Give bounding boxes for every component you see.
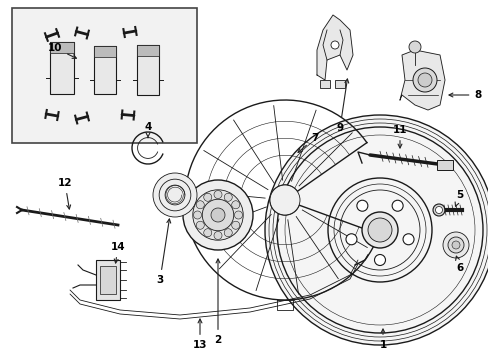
Circle shape xyxy=(203,193,211,201)
Circle shape xyxy=(435,207,442,213)
Bar xyxy=(94,46,116,94)
Text: 3: 3 xyxy=(156,219,170,285)
Circle shape xyxy=(356,200,367,211)
Text: 6: 6 xyxy=(455,256,463,273)
Circle shape xyxy=(192,190,243,240)
Polygon shape xyxy=(399,50,444,110)
Circle shape xyxy=(231,201,239,209)
Circle shape xyxy=(402,234,413,245)
Bar xyxy=(436,160,452,170)
Text: 7: 7 xyxy=(298,133,318,152)
Circle shape xyxy=(442,232,468,258)
Circle shape xyxy=(202,199,233,231)
Circle shape xyxy=(412,68,436,92)
Bar xyxy=(137,45,159,95)
Circle shape xyxy=(214,231,222,239)
Polygon shape xyxy=(316,15,352,80)
Circle shape xyxy=(196,221,204,229)
Text: 12: 12 xyxy=(58,178,72,209)
Text: 4: 4 xyxy=(144,122,151,138)
Circle shape xyxy=(224,229,232,237)
Circle shape xyxy=(203,229,211,237)
Circle shape xyxy=(264,115,488,345)
Text: 5: 5 xyxy=(454,190,463,206)
Bar xyxy=(50,42,74,53)
Circle shape xyxy=(224,193,232,201)
Circle shape xyxy=(234,211,242,219)
Circle shape xyxy=(374,255,385,266)
Bar xyxy=(137,45,159,56)
Bar xyxy=(12,8,197,143)
Circle shape xyxy=(269,185,299,215)
Circle shape xyxy=(193,211,201,219)
Circle shape xyxy=(183,180,252,250)
Circle shape xyxy=(276,127,482,333)
Bar xyxy=(94,46,116,57)
Circle shape xyxy=(231,221,239,229)
Bar xyxy=(96,260,120,300)
Circle shape xyxy=(451,241,459,249)
Text: 8: 8 xyxy=(448,90,481,100)
Circle shape xyxy=(346,234,356,245)
Bar xyxy=(50,42,74,94)
Circle shape xyxy=(417,73,431,87)
Text: 9: 9 xyxy=(336,79,348,133)
Text: 11: 11 xyxy=(392,125,407,148)
Bar xyxy=(319,80,329,88)
Circle shape xyxy=(153,173,197,217)
Text: 14: 14 xyxy=(110,242,125,263)
Circle shape xyxy=(432,204,444,216)
Circle shape xyxy=(408,41,420,53)
Text: 10: 10 xyxy=(48,43,76,58)
Circle shape xyxy=(330,41,338,49)
Circle shape xyxy=(447,237,463,253)
Text: 2: 2 xyxy=(214,259,221,345)
Circle shape xyxy=(210,208,224,222)
Bar xyxy=(100,266,116,294)
Circle shape xyxy=(367,218,391,242)
Circle shape xyxy=(361,212,397,248)
Circle shape xyxy=(391,200,402,211)
Text: 13: 13 xyxy=(192,319,207,350)
Text: 1: 1 xyxy=(379,329,386,350)
Circle shape xyxy=(214,190,222,199)
Circle shape xyxy=(196,201,204,209)
Bar xyxy=(334,80,345,88)
